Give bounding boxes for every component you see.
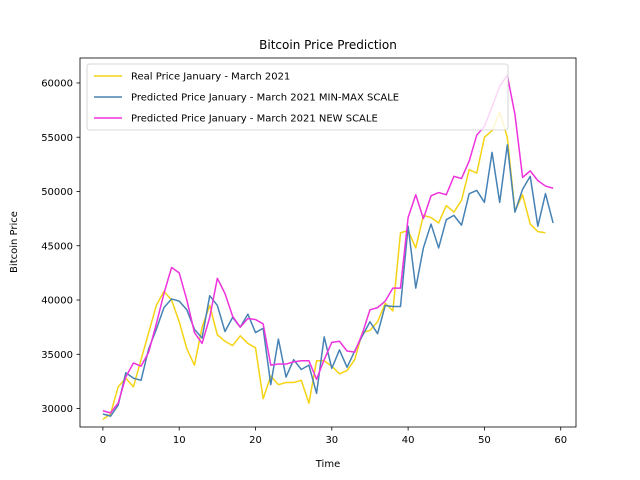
y-tick-label: 40000: [41, 296, 73, 307]
y-axis-label: Bitcoin Price: [9, 211, 20, 273]
x-axis-label: Time: [315, 459, 340, 470]
y-tick-label: 45000: [41, 241, 73, 252]
plot-area: [79, 57, 577, 428]
x-axis: 0 10 20 30 40 50 60: [100, 427, 567, 446]
legend-label-3: Predicted Price January - March 2021 NEW…: [131, 114, 378, 125]
y-tick-label: 60000: [41, 79, 73, 90]
legend-label-2: Predicted Price January - March 2021 MIN…: [131, 93, 399, 104]
x-tick-label: 50: [478, 435, 491, 446]
y-tick-label: 55000: [41, 133, 73, 144]
x-tick-label: 30: [325, 435, 338, 446]
legend-label-1: Real Price January - March 2021: [131, 72, 290, 83]
y-tick-label: 50000: [41, 187, 73, 198]
y-tick-label: 30000: [41, 404, 73, 415]
x-tick-label: 40: [402, 435, 415, 446]
x-tick-label: 0: [100, 435, 106, 446]
y-axis: 30000 35000 40000 45000 50000 55000 60000: [41, 79, 80, 415]
legend-box: [86, 63, 509, 131]
x-tick-label: 60: [554, 435, 567, 446]
chart-title: Bitcoin Price Prediction: [259, 38, 397, 52]
x-tick-label: 10: [173, 435, 186, 446]
y-tick-label: 35000: [41, 350, 73, 361]
series-line-3: [102, 74, 554, 414]
legend: Real Price January - March 2021 Predicted…: [86, 63, 509, 131]
plot-frame: [79, 57, 577, 428]
x-tick-label: 20: [249, 435, 262, 446]
